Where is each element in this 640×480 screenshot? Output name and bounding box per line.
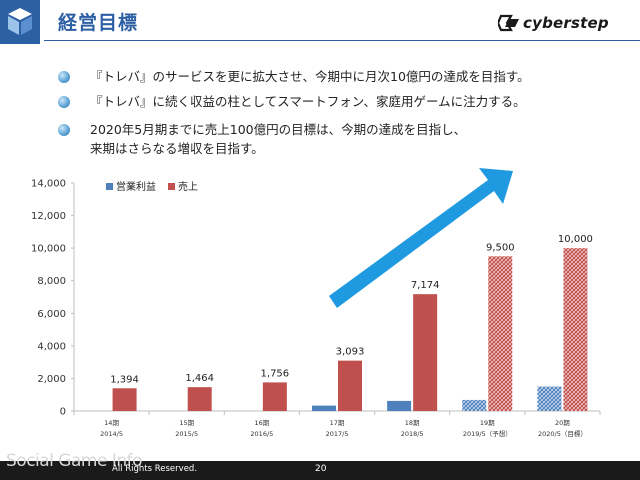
bullet-icon xyxy=(58,71,70,83)
bullet-text: 『トレバ』のサービスを更に拡大させ、今期中に月次10億円の達成を目指す。 xyxy=(90,69,530,84)
sales-bar xyxy=(563,248,588,411)
cube-logo-icon xyxy=(0,0,40,44)
page-title: 経営目標 xyxy=(58,12,139,34)
chart-axes: 0 2,000 4,000 6,000 8,000 10,000 12,000 14,000 xyxy=(31,179,601,418)
watermark: Social Game Info xyxy=(6,451,143,471)
y-tick-label: 2,000 xyxy=(37,374,66,385)
chart-labels: 14期 2014/5 15期 2015/5 16期 2016/5 17期 2017/5 18期 2… xyxy=(100,234,593,438)
x-tick-label: 2018/5 xyxy=(401,430,424,438)
slide-footer xyxy=(0,461,640,480)
bullet-icon xyxy=(58,96,70,108)
brand-name: cyberstep xyxy=(523,14,609,32)
y-tick-label: 8,000 xyxy=(37,276,66,287)
x-tick-label: 15期 xyxy=(179,419,194,427)
profit-bar xyxy=(312,405,336,411)
x-tick-label: 2015/5 xyxy=(175,430,198,438)
data-label: 1,464 xyxy=(185,373,214,384)
data-label: 9,500 xyxy=(486,242,515,253)
brand-logo: cyberstep xyxy=(498,11,633,35)
sales-bar xyxy=(187,387,212,411)
x-tick-label: 16期 xyxy=(254,419,269,427)
sales-bar xyxy=(262,382,287,411)
y-tick-label: 0 xyxy=(60,407,66,418)
data-label: 10,000 xyxy=(558,234,593,245)
slide-header: 経営目標 cyberstep xyxy=(0,0,640,44)
bullet-text-continued: 来期はさらなる増収を目指す。 xyxy=(90,141,264,156)
data-label: 3,093 xyxy=(336,347,365,358)
y-tick-label: 4,000 xyxy=(37,341,66,352)
legend-swatch xyxy=(168,183,175,190)
data-label: 7,174 xyxy=(411,280,440,291)
legend-swatch xyxy=(106,183,113,190)
x-tick-label: 2014/5 xyxy=(100,430,123,438)
sales-bar xyxy=(413,294,438,411)
profit-bar xyxy=(537,386,562,411)
up-trend-arrow-icon xyxy=(329,168,513,308)
y-tick-label: 6,000 xyxy=(37,309,66,320)
chart-legend: 営業利益 売上 xyxy=(106,180,198,193)
sales-bar xyxy=(488,256,513,411)
y-tick-label: 14,000 xyxy=(31,179,66,190)
profit-bar xyxy=(462,399,487,411)
cyberstep-logo-icon xyxy=(498,14,519,32)
revenue-chart: 02,0004,0006,0008,00010,00012,00014,000 … xyxy=(31,168,601,438)
x-tick-label: 2020/5（目標） xyxy=(538,429,587,438)
x-tick-label: 14期 xyxy=(104,419,119,427)
y-tick-label: 12,000 xyxy=(31,211,66,222)
page-number: 20 xyxy=(315,464,327,474)
header-divider xyxy=(44,40,640,41)
legend-label: 売上 xyxy=(178,180,198,193)
bullet-text: 『トレバ』に続く収益の柱としてスマートフォン、家庭用ゲームに注力する。 xyxy=(90,94,526,109)
x-tick-label: 17期 xyxy=(330,419,345,427)
x-tick-label: 2019/5（予想） xyxy=(463,429,512,438)
x-tick-label: 2016/5 xyxy=(250,430,273,438)
bullet-text: 2020年5月期までに売上100億円の目標は、今期の達成を目指し、 xyxy=(90,122,467,137)
sales-bar xyxy=(338,360,362,411)
chart-bars xyxy=(112,248,588,411)
copyright-text: All Rights Reserved. xyxy=(112,464,198,474)
legend-label: 営業利益 xyxy=(116,180,156,193)
bullet-icon xyxy=(58,124,70,136)
y-tick-label: 10,000 xyxy=(31,244,66,255)
data-label: 1,394 xyxy=(110,374,139,385)
x-tick-label: 19期 xyxy=(480,419,495,427)
x-tick-label: 2017/5 xyxy=(326,430,349,438)
data-label: 1,756 xyxy=(261,368,290,379)
profit-bar xyxy=(387,400,412,411)
sales-bar xyxy=(112,388,137,411)
x-tick-label: 18期 xyxy=(405,419,420,427)
x-tick-label: 20期 xyxy=(555,419,570,427)
